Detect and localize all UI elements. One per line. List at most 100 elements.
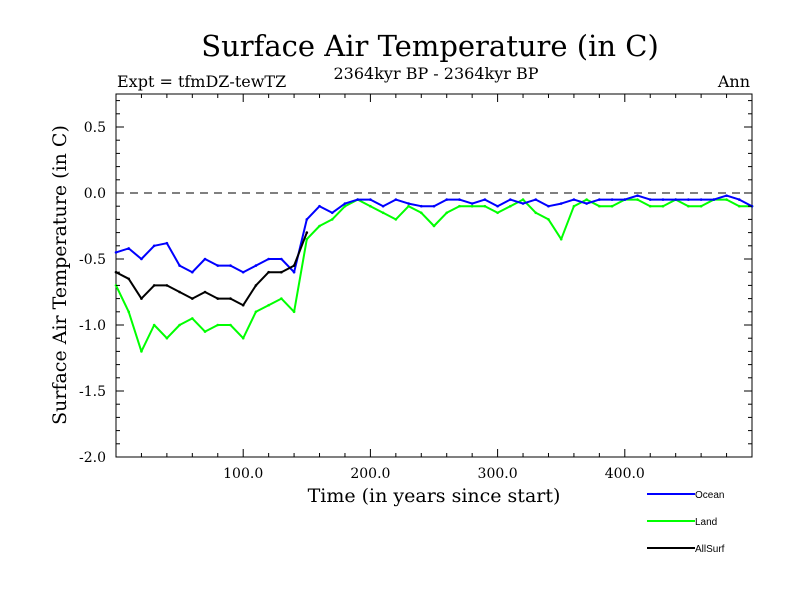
data-point-ocean <box>648 198 652 201</box>
data-point-land <box>509 204 512 208</box>
data-point-ocean <box>572 198 576 201</box>
x-tick-label: 100.0 <box>223 466 263 482</box>
y-axis-label: Surface Air Temperature (in C) <box>49 125 71 425</box>
data-point-ocean <box>483 198 487 201</box>
data-point-allsurf <box>305 231 309 234</box>
data-point-ocean <box>254 264 258 267</box>
data-point-land <box>572 204 576 208</box>
x-tick-label: 200.0 <box>350 466 390 482</box>
data-point-ocean <box>381 204 385 208</box>
data-point-ocean <box>712 198 716 201</box>
data-point-ocean <box>547 204 550 208</box>
season-label: Ann <box>717 72 750 91</box>
data-point-land <box>483 204 487 208</box>
data-point-land <box>127 310 131 314</box>
data-point-ocean <box>445 198 449 201</box>
data-point-allsurf <box>229 297 232 300</box>
data-point-land <box>191 317 194 320</box>
data-point-ocean <box>661 198 665 201</box>
data-point-land <box>610 204 614 208</box>
legend-label-ocean: Ocean <box>695 490 724 501</box>
data-point-land <box>229 323 232 327</box>
series-layer <box>114 194 754 353</box>
data-point-ocean <box>318 204 321 208</box>
data-point-ocean <box>521 202 525 205</box>
data-point-land <box>267 303 270 307</box>
data-point-ocean <box>725 194 728 197</box>
data-point-ocean <box>636 194 639 197</box>
data-point-land <box>559 237 563 241</box>
data-point-land <box>585 198 588 201</box>
data-point-land <box>419 211 423 215</box>
data-point-allsurf <box>165 284 169 287</box>
data-point-allsurf <box>127 277 131 281</box>
data-point-ocean <box>229 264 232 267</box>
data-point-ocean <box>114 251 118 254</box>
series-line-allsurf <box>115 232 308 307</box>
data-point-ocean <box>598 198 601 201</box>
experiment-label: Expt = tfmDZ-tewTZ <box>117 72 286 91</box>
data-point-land <box>699 204 703 208</box>
legend: Ocean Land AllSurf <box>647 490 725 555</box>
data-point-allsurf <box>254 284 258 287</box>
data-point-land <box>470 204 474 208</box>
data-point-ocean <box>534 198 538 201</box>
data-point-land <box>547 218 550 221</box>
y-tick-label: -1.5 <box>79 384 106 400</box>
data-point-ocean <box>267 257 270 261</box>
data-point-ocean <box>140 257 143 261</box>
data-point-land <box>152 323 156 327</box>
data-point-land <box>305 237 309 241</box>
data-point-land <box>458 204 461 208</box>
data-point-land <box>178 323 181 327</box>
data-point-allsurf <box>267 270 270 274</box>
data-point-land <box>241 336 245 340</box>
data-point-ocean <box>623 198 627 201</box>
data-point-ocean <box>509 198 512 201</box>
data-point-land <box>725 198 728 201</box>
data-point-land <box>534 211 538 215</box>
data-point-land <box>369 204 372 208</box>
data-point-allsurf <box>140 297 143 300</box>
data-point-land <box>203 330 207 333</box>
data-point-ocean <box>496 204 499 208</box>
data-point-ocean <box>203 257 207 261</box>
y-tick-label: -2.0 <box>79 450 106 466</box>
data-point-land <box>687 204 690 208</box>
data-point-land <box>407 204 410 208</box>
data-point-allsurf <box>178 290 181 294</box>
series-line-land <box>115 198 752 353</box>
data-point-ocean <box>407 202 410 205</box>
data-point-land <box>737 204 741 208</box>
y-tick-label: -0.5 <box>79 252 106 268</box>
data-point-ocean <box>610 198 614 201</box>
chart-title: Surface Air Temperature (in C) <box>201 29 659 63</box>
data-point-ocean <box>280 257 283 261</box>
plot-frame <box>115 93 753 458</box>
data-point-allsurf <box>241 303 245 307</box>
data-point-land <box>280 297 283 300</box>
data-point-land <box>216 323 220 327</box>
data-point-ocean <box>165 241 169 245</box>
x-tick-label: 400.0 <box>605 466 645 482</box>
data-point-land <box>661 204 665 208</box>
axis-layer: 100.0 200.0 300.0 400.0 -2.0 -1.5 -1.0 -0.5 0.0 0… <box>79 94 752 482</box>
data-point-allsurf <box>152 284 156 287</box>
data-point-ocean <box>305 218 309 221</box>
data-point-ocean <box>343 202 347 205</box>
legend-label-land: Land <box>695 517 717 528</box>
legend-label-allsurf: AllSurf <box>695 544 725 555</box>
data-point-allsurf <box>191 297 194 300</box>
data-point-land <box>292 310 296 314</box>
data-point-land <box>343 204 347 208</box>
data-point-ocean <box>369 198 372 201</box>
data-point-land <box>318 224 321 228</box>
data-point-land <box>140 350 143 353</box>
data-point-ocean <box>585 202 588 205</box>
data-point-land <box>598 204 601 208</box>
data-point-allsurf <box>292 264 296 267</box>
data-point-ocean <box>241 270 245 274</box>
data-point-allsurf <box>203 290 207 294</box>
y-tick-label: 0.0 <box>84 186 106 202</box>
